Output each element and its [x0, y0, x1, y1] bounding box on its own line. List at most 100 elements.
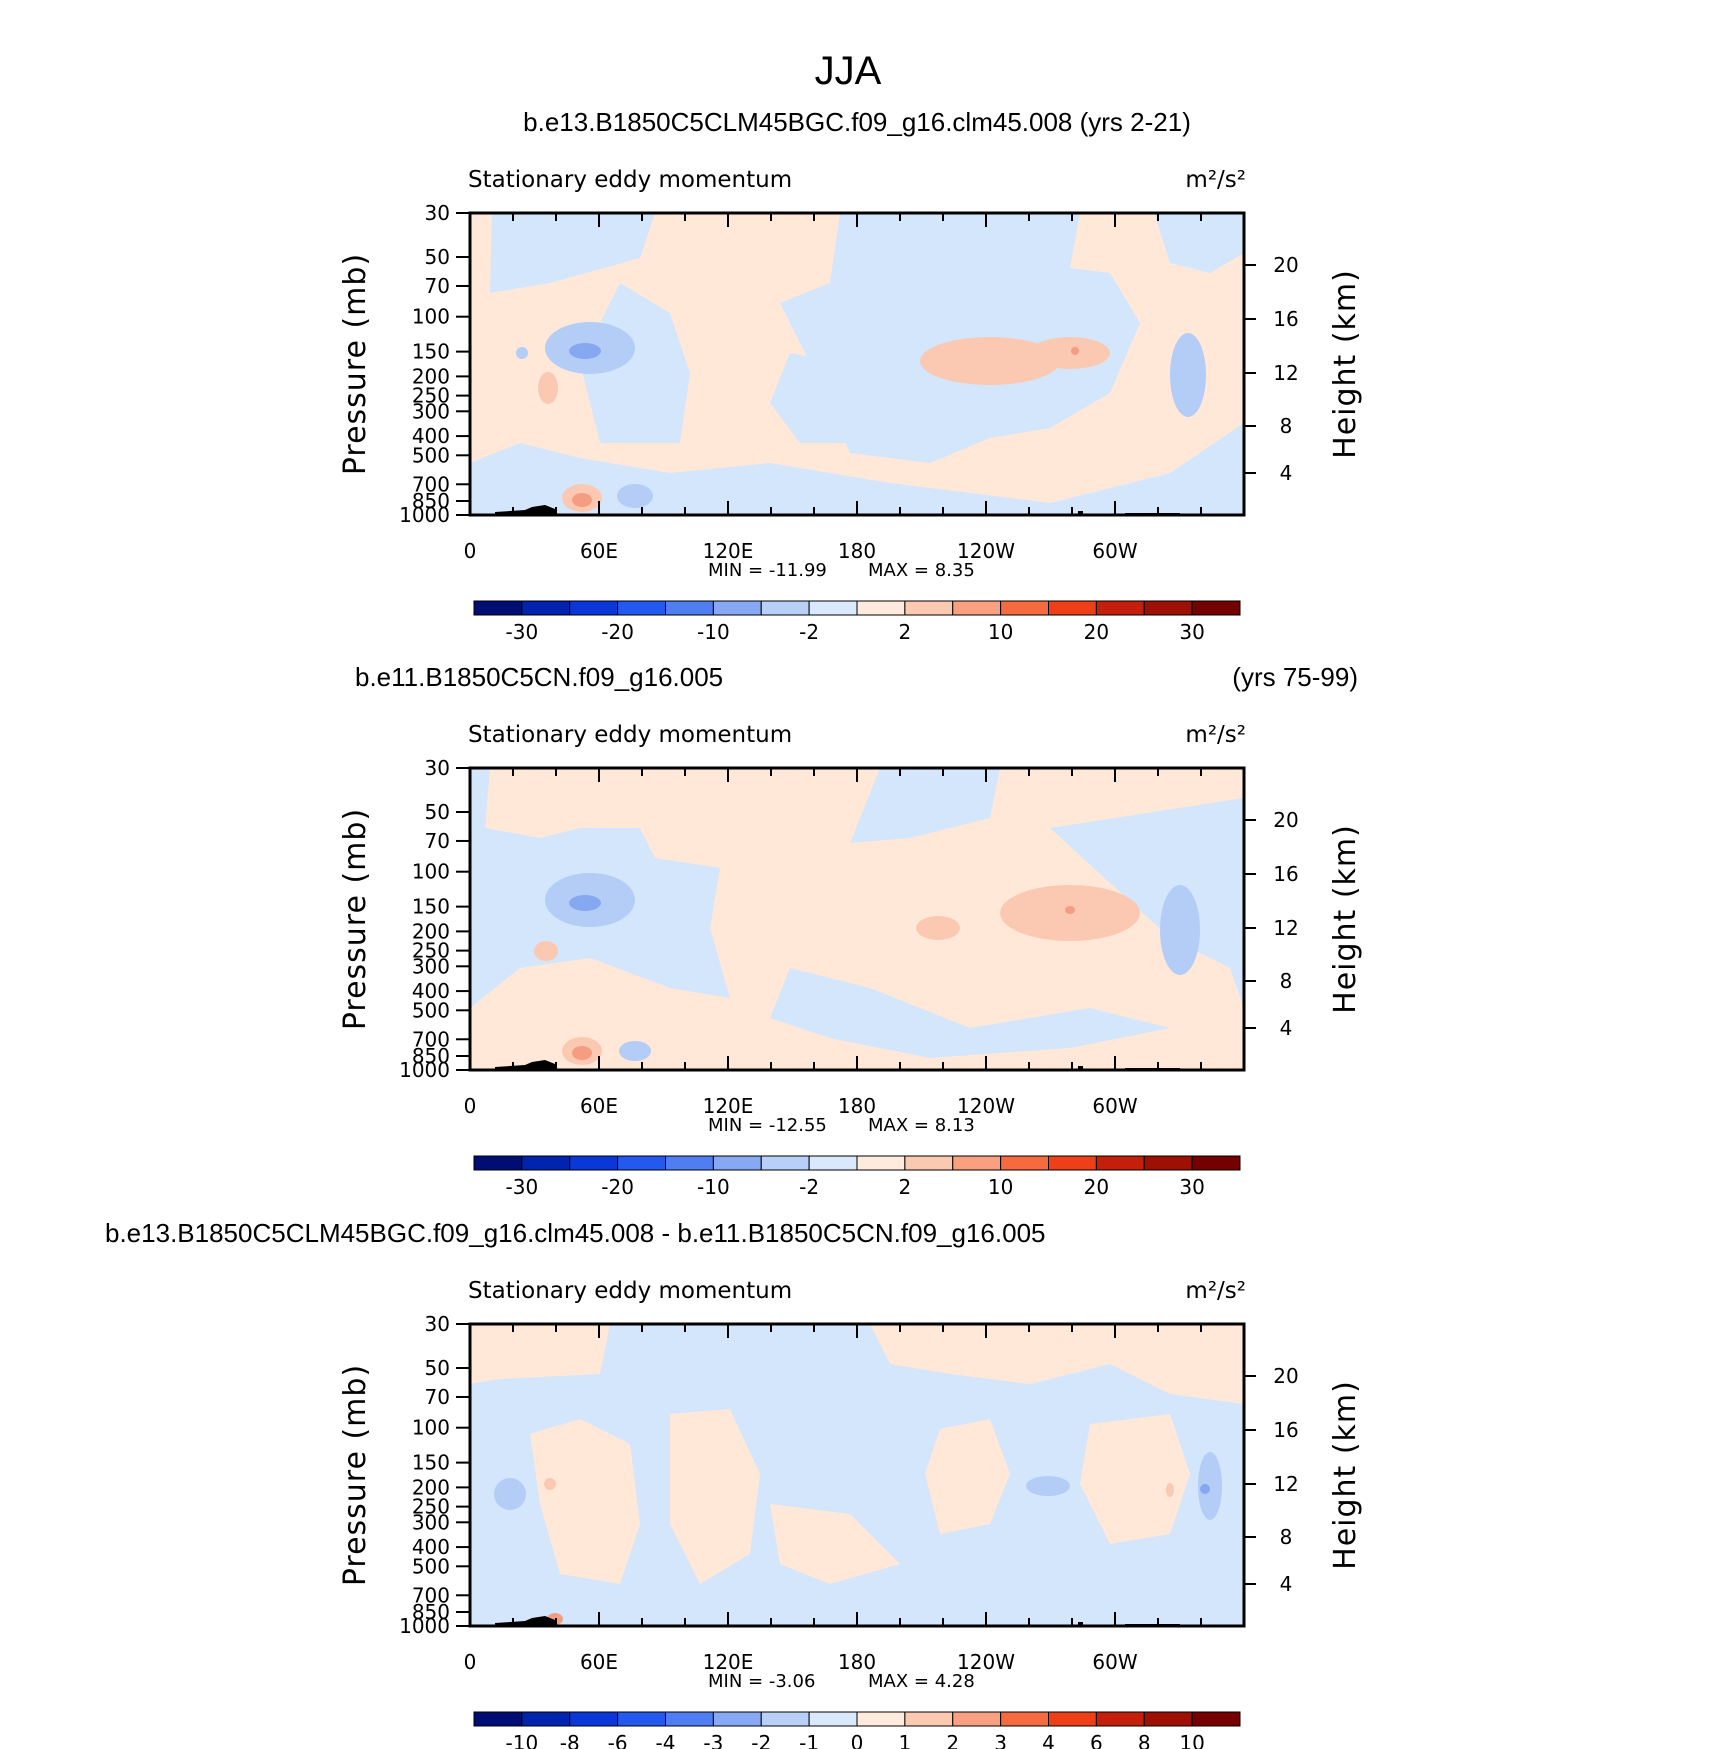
positive-core [1166, 1483, 1174, 1497]
colorbar-box [808, 600, 858, 616]
colorbar-box [569, 1155, 619, 1171]
colorbar-box [521, 1155, 571, 1171]
colorbar-box [473, 600, 523, 616]
colorbar-box [1191, 1711, 1241, 1727]
height-tick-label: 16 [1273, 307, 1298, 331]
colorbar-label: 4 [1042, 1731, 1055, 1749]
positive-core [572, 1046, 592, 1060]
pressure-tick-label: 50 [425, 245, 450, 269]
colorbar-box [665, 1711, 714, 1727]
colorbar-box [760, 600, 810, 616]
pressure-tick-label: 50 [425, 1356, 450, 1380]
pressure-tick-label: 500 [412, 998, 450, 1022]
colorbar-box [1191, 600, 1241, 616]
negative-region [770, 968, 1170, 1058]
negative-region [580, 283, 690, 443]
colorbar-box [1000, 1155, 1049, 1171]
colorbar-box [808, 1711, 858, 1727]
pressure-tick-label: 200 [412, 364, 450, 388]
pressure-tick-label: 500 [412, 1554, 450, 1578]
colorbar-label: -1 [799, 1731, 819, 1749]
negative-core [569, 895, 601, 911]
y-axis-title: Pressure (mb) [338, 253, 373, 475]
colorbar-box [760, 1711, 810, 1727]
colorbar-box [904, 600, 954, 616]
pressure-tick-label: 850 [412, 1044, 450, 1068]
pressure-tick-label: 250 [412, 1495, 450, 1519]
x-tick-label: 60W [1092, 539, 1137, 563]
colorbar-box [1191, 1155, 1241, 1171]
positive-core [534, 941, 558, 961]
pressure-tick-label: 30 [425, 756, 450, 780]
colorbar-box [569, 1711, 619, 1727]
panels: b.e13.B1850C5CLM45BGC.f09_g16.clm45.008 … [105, 107, 1363, 1749]
colorbar-box [1048, 1711, 1097, 1727]
positive-core [544, 1478, 556, 1490]
units-label: m²/s² [1185, 1278, 1246, 1304]
colorbar-label: -10 [506, 1731, 539, 1749]
x-tick-label: 180 [838, 539, 876, 563]
pressure-tick-label: 1000 [399, 1058, 450, 1082]
x-tick-label: 180 [838, 1650, 876, 1674]
pressure-tick-label: 70 [425, 829, 450, 853]
height-tick-label: 4 [1280, 461, 1293, 485]
colorbar-label: -4 [656, 1731, 676, 1749]
x-tick-label: 60E [580, 1094, 618, 1118]
colorbar-label: 30 [1179, 620, 1204, 644]
x-tick-label: 0 [464, 1650, 477, 1674]
topography [1078, 1622, 1083, 1626]
positive-region [1080, 1414, 1190, 1544]
colorbar-box [808, 1155, 858, 1171]
colorbar-box [1143, 1711, 1193, 1727]
colorbar-label: 2 [946, 1731, 959, 1749]
pressure-tick-label: 70 [425, 1385, 450, 1409]
x-tick-label: 180 [838, 1094, 876, 1118]
x-tick-label: 0 [464, 1094, 477, 1118]
panel-1: b.e13.B1850C5CLM45BGC.f09_g16.clm45.008 … [338, 107, 1363, 644]
pressure-tick-label: 1000 [399, 1614, 450, 1638]
height-tick-label: 16 [1273, 1418, 1298, 1442]
negative-core [1200, 1484, 1210, 1494]
colorbar-box [665, 600, 714, 616]
min-value: MIN = -12.55 [708, 1115, 827, 1136]
x-tick-label: 120W [957, 1650, 1015, 1674]
negative-core [1160, 885, 1200, 975]
colorbar-box [856, 1155, 906, 1171]
colorbar-box [1048, 1155, 1097, 1171]
colorbar-box [1095, 1711, 1145, 1727]
colorbar-label: -3 [703, 1731, 723, 1749]
height-tick-label: 12 [1273, 361, 1298, 385]
colorbar-label: 20 [1084, 620, 1109, 644]
panel-subtitle: Stationary eddy momentum [468, 1278, 792, 1304]
pressure-tick-label: 400 [412, 1535, 450, 1559]
colorbar-label: -20 [601, 620, 634, 644]
y-axis-title: Pressure (mb) [338, 1364, 373, 1586]
colorbar-label: -30 [506, 1175, 539, 1199]
panel-subtitle: Stationary eddy momentum [468, 167, 792, 193]
height-tick-label: 20 [1273, 253, 1298, 277]
colorbar-box [1143, 1155, 1193, 1171]
colorbar-box [617, 600, 666, 616]
colorbar-box [1143, 600, 1193, 616]
pressure-tick-label: 100 [412, 1416, 450, 1440]
negative-core [494, 1478, 526, 1510]
pressure-tick-label: 250 [412, 384, 450, 408]
colorbar-label: 1 [899, 1731, 912, 1749]
colorbar-label: 10 [988, 620, 1013, 644]
pressure-tick-label: 1000 [399, 503, 450, 527]
figure-title: JJA [815, 49, 882, 93]
negative-core [617, 484, 653, 508]
colorbar-label: 30 [1179, 1175, 1204, 1199]
pressure-tick-label: 300 [412, 1510, 450, 1534]
positive-region [730, 768, 880, 858]
negative-region [890, 233, 1070, 303]
height-tick-label: 8 [1280, 1525, 1293, 1549]
min-value: MIN = -11.99 [708, 560, 827, 581]
topography [495, 1616, 558, 1626]
height-tick-label: 4 [1280, 1016, 1293, 1040]
x-tick-label: 120E [703, 1650, 754, 1674]
height-tick-label: 8 [1280, 414, 1293, 438]
colorbar-label: -2 [799, 1175, 819, 1199]
positive-region [670, 1409, 760, 1584]
